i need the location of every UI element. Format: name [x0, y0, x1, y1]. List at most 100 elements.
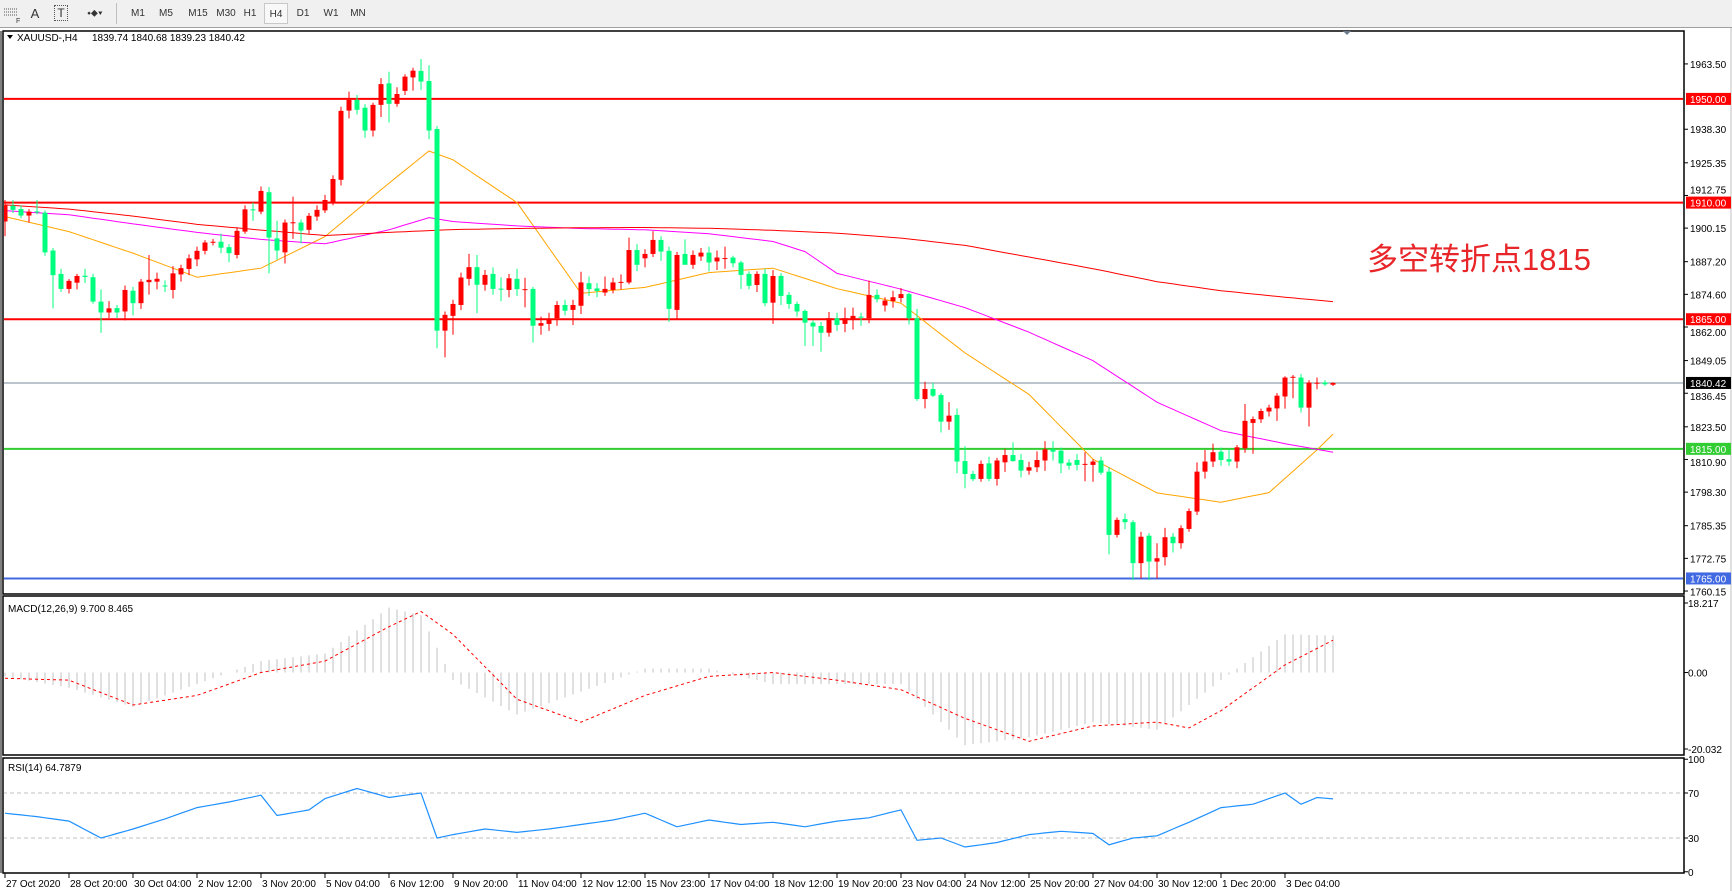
chart-shift-marker-icon[interactable] — [1343, 31, 1351, 35]
candle — [210, 238, 216, 246]
candle-body — [218, 241, 224, 248]
candle-body — [498, 288, 504, 290]
candle-body — [18, 209, 24, 216]
macd-panel[interactable] — [2, 595, 1685, 756]
candle — [1010, 442, 1016, 462]
candle-body — [290, 222, 296, 224]
candle — [906, 292, 912, 325]
candle-body — [250, 209, 256, 211]
timeframe-m1-button[interactable]: M1 — [131, 8, 145, 19]
candle — [250, 202, 256, 221]
candle-body — [1282, 377, 1288, 397]
candle-body — [314, 209, 320, 217]
window-edge — [1730, 28, 1732, 891]
candle-body — [306, 215, 312, 230]
candle — [42, 210, 48, 256]
candle-body — [1002, 455, 1008, 463]
timeframe-mn-button[interactable]: MN — [350, 8, 366, 19]
time-tick-label: 27 Nov 04:00 — [1094, 879, 1154, 890]
candle — [698, 247, 704, 261]
candle-body — [242, 209, 248, 232]
candle-body — [1290, 376, 1296, 378]
candle — [4, 200, 8, 237]
candle — [1194, 462, 1200, 515]
candle — [306, 212, 312, 234]
candle — [450, 299, 456, 335]
candle — [346, 91, 352, 119]
candle — [1098, 456, 1104, 475]
level-label-box — [1686, 313, 1731, 326]
pivot-annotation[interactable]: 多空转折点1815 — [1367, 242, 1591, 277]
time-tick-label: 27 Oct 2020 — [6, 879, 61, 890]
rsi-panel[interactable] — [2, 757, 1685, 874]
candle — [1226, 448, 1232, 466]
level-label-box — [1686, 376, 1731, 389]
timeframe-d1-button[interactable]: D1 — [296, 8, 310, 19]
candle-body — [1242, 420, 1248, 449]
candle-body — [418, 70, 424, 82]
candle — [1138, 531, 1144, 579]
time-tick-label: 15 Nov 23:00 — [646, 879, 706, 890]
price-tick-label: 1849.05 — [1690, 357, 1727, 368]
fibonacci-icon[interactable]: F — [2, 3, 22, 25]
main-chart-panel[interactable] — [2, 30, 1685, 595]
level-label-bid: 1840.42 — [1690, 379, 1727, 390]
candle — [674, 251, 680, 320]
candle — [1042, 441, 1048, 471]
candle — [162, 280, 168, 293]
price-tick-label: 1925.35 — [1690, 159, 1727, 170]
candle-body — [922, 388, 928, 400]
candle-body — [130, 290, 136, 304]
candle — [722, 246, 728, 269]
candle — [266, 187, 272, 274]
candle — [922, 381, 928, 409]
candle-body — [850, 315, 856, 320]
candle — [274, 220, 280, 260]
candle-body — [978, 463, 984, 479]
candle — [418, 58, 424, 90]
candle-body — [298, 222, 304, 231]
candle-body — [458, 277, 464, 305]
text-label-icon[interactable]: T — [52, 3, 70, 24]
candle — [298, 219, 304, 244]
candle — [186, 254, 192, 276]
candle-body — [570, 304, 576, 310]
candle-body — [1034, 459, 1040, 468]
time-tick-label: 17 Nov 04:00 — [710, 879, 770, 890]
candle — [1018, 454, 1024, 478]
candle-body — [522, 289, 528, 291]
candle-body — [874, 294, 880, 300]
candle — [1130, 520, 1136, 581]
timeframe-h4-button[interactable]: H4 — [264, 3, 288, 24]
text-a-icon[interactable]: A — [30, 6, 40, 21]
timeframe-h1-button[interactable]: H1 — [243, 8, 257, 19]
ma-slow-line — [4, 204, 1334, 303]
candle-body — [66, 280, 72, 289]
candle-body — [642, 253, 648, 259]
candle — [874, 289, 880, 303]
timeframe-m5-button[interactable]: M5 — [159, 8, 173, 19]
candle — [242, 205, 248, 234]
candle-body — [162, 285, 168, 287]
level-label-support: 1765.00 — [1690, 574, 1727, 585]
candle-body — [530, 288, 536, 326]
symbol-dropdown-icon[interactable] — [7, 35, 13, 39]
candle — [354, 95, 360, 115]
level-label-box — [1686, 572, 1731, 585]
candle — [1178, 525, 1184, 549]
candle — [18, 205, 24, 219]
candle — [106, 301, 112, 318]
timeframe-m30-button[interactable]: M30 — [216, 8, 236, 19]
timeframe-m15-button[interactable]: M15 — [188, 8, 208, 19]
candle — [1210, 443, 1216, 467]
shapes-dropdown-icon[interactable]: ⬩⬥▾ — [80, 3, 110, 24]
toolbar-separator — [116, 3, 117, 24]
candle-body — [1154, 558, 1160, 562]
candle — [138, 279, 144, 309]
time-tick-label: 18 Nov 12:00 — [774, 879, 834, 890]
candle — [1146, 533, 1152, 581]
timeframe-w1-button[interactable]: W1 — [323, 8, 339, 19]
price-tick-label: 1963.50 — [1690, 60, 1727, 71]
symbol-label: XAUUSD-,H4 — [17, 33, 78, 44]
